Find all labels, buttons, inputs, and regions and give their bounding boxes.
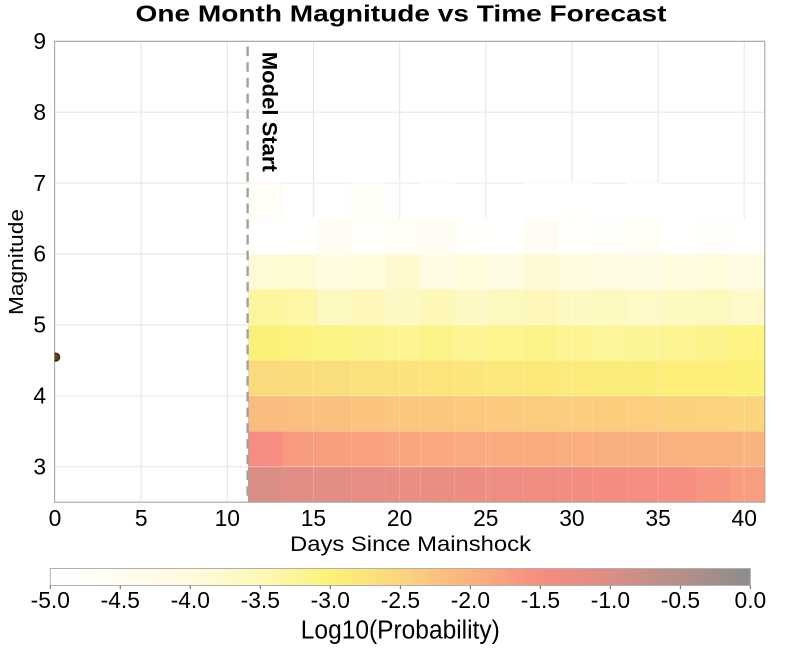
svg-text:-4.5: -4.5 xyxy=(101,587,140,613)
svg-text:25: 25 xyxy=(473,505,498,531)
svg-text:20: 20 xyxy=(387,505,412,531)
svg-text:6: 6 xyxy=(33,241,46,267)
svg-text:15: 15 xyxy=(301,505,326,531)
svg-text:5: 5 xyxy=(33,312,46,338)
svg-text:Model Start: Model Start xyxy=(258,52,281,172)
svg-text:-1.5: -1.5 xyxy=(521,587,560,613)
svg-text:Magnitude: Magnitude xyxy=(6,209,28,315)
svg-text:10: 10 xyxy=(215,505,240,531)
svg-text:Log10(Probability): Log10(Probability) xyxy=(301,617,500,645)
svg-text:-1.0: -1.0 xyxy=(591,587,630,613)
svg-text:40: 40 xyxy=(732,505,757,531)
svg-text:-4.0: -4.0 xyxy=(171,587,210,613)
svg-text:-3.0: -3.0 xyxy=(311,587,350,613)
svg-text:0: 0 xyxy=(49,505,62,531)
svg-text:8: 8 xyxy=(33,99,46,125)
svg-text:-2.5: -2.5 xyxy=(381,587,420,613)
svg-text:5: 5 xyxy=(135,505,148,531)
svg-text:3: 3 xyxy=(33,453,46,479)
svg-text:0.0: 0.0 xyxy=(735,587,767,613)
svg-text:-3.5: -3.5 xyxy=(241,587,280,613)
svg-text:35: 35 xyxy=(645,505,670,531)
svg-text:30: 30 xyxy=(559,505,584,531)
svg-text:4: 4 xyxy=(33,383,46,409)
svg-text:9: 9 xyxy=(33,28,46,54)
svg-text:-0.5: -0.5 xyxy=(661,587,700,613)
svg-text:One Month Magnitude vs Time Fo: One Month Magnitude vs Time Forecast xyxy=(136,0,667,26)
svg-text:Days Since Mainshock: Days Since Mainshock xyxy=(290,532,531,556)
svg-text:-5.0: -5.0 xyxy=(31,587,70,613)
svg-text:7: 7 xyxy=(33,170,46,196)
svg-text:-2.0: -2.0 xyxy=(451,587,490,613)
